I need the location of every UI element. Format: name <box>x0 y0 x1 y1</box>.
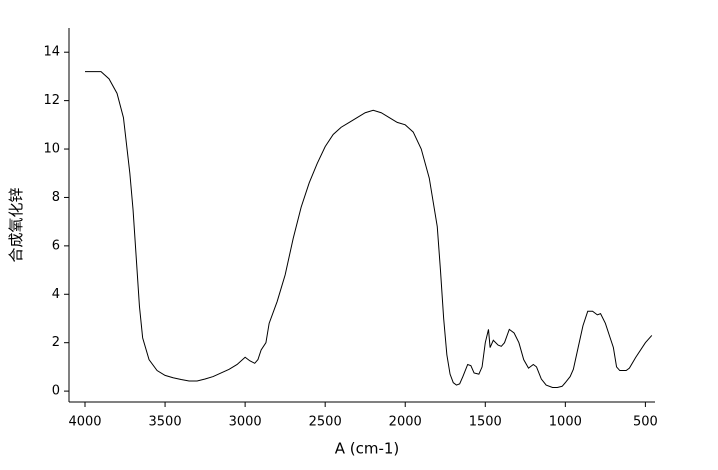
x-tick-label: 1000 <box>549 415 582 430</box>
y-tick-label: 4 <box>52 287 60 302</box>
x-tick-label: 2000 <box>389 415 422 430</box>
y-tick-label: 0 <box>52 384 60 399</box>
y-axis-label: 合成氧化锌 <box>7 187 25 262</box>
x-tick-label: 3500 <box>149 415 182 430</box>
x-tick-label: 3000 <box>229 415 262 430</box>
spectrum-line <box>85 71 653 388</box>
y-tick-label: 6 <box>52 238 60 253</box>
x-tick-label: 1500 <box>469 415 502 430</box>
y-tick-label: 8 <box>52 190 60 205</box>
y-tick-label: 14 <box>43 45 60 60</box>
y-tick-label: 2 <box>52 335 60 350</box>
y-tick-label: 12 <box>43 93 60 108</box>
y-tick-label: 10 <box>43 142 60 157</box>
x-tick-label: 4000 <box>68 415 101 430</box>
x-tick-label: 2500 <box>309 415 342 430</box>
x-axis-label: A (cm-1) <box>335 440 400 458</box>
x-tick-label: 500 <box>633 415 658 430</box>
